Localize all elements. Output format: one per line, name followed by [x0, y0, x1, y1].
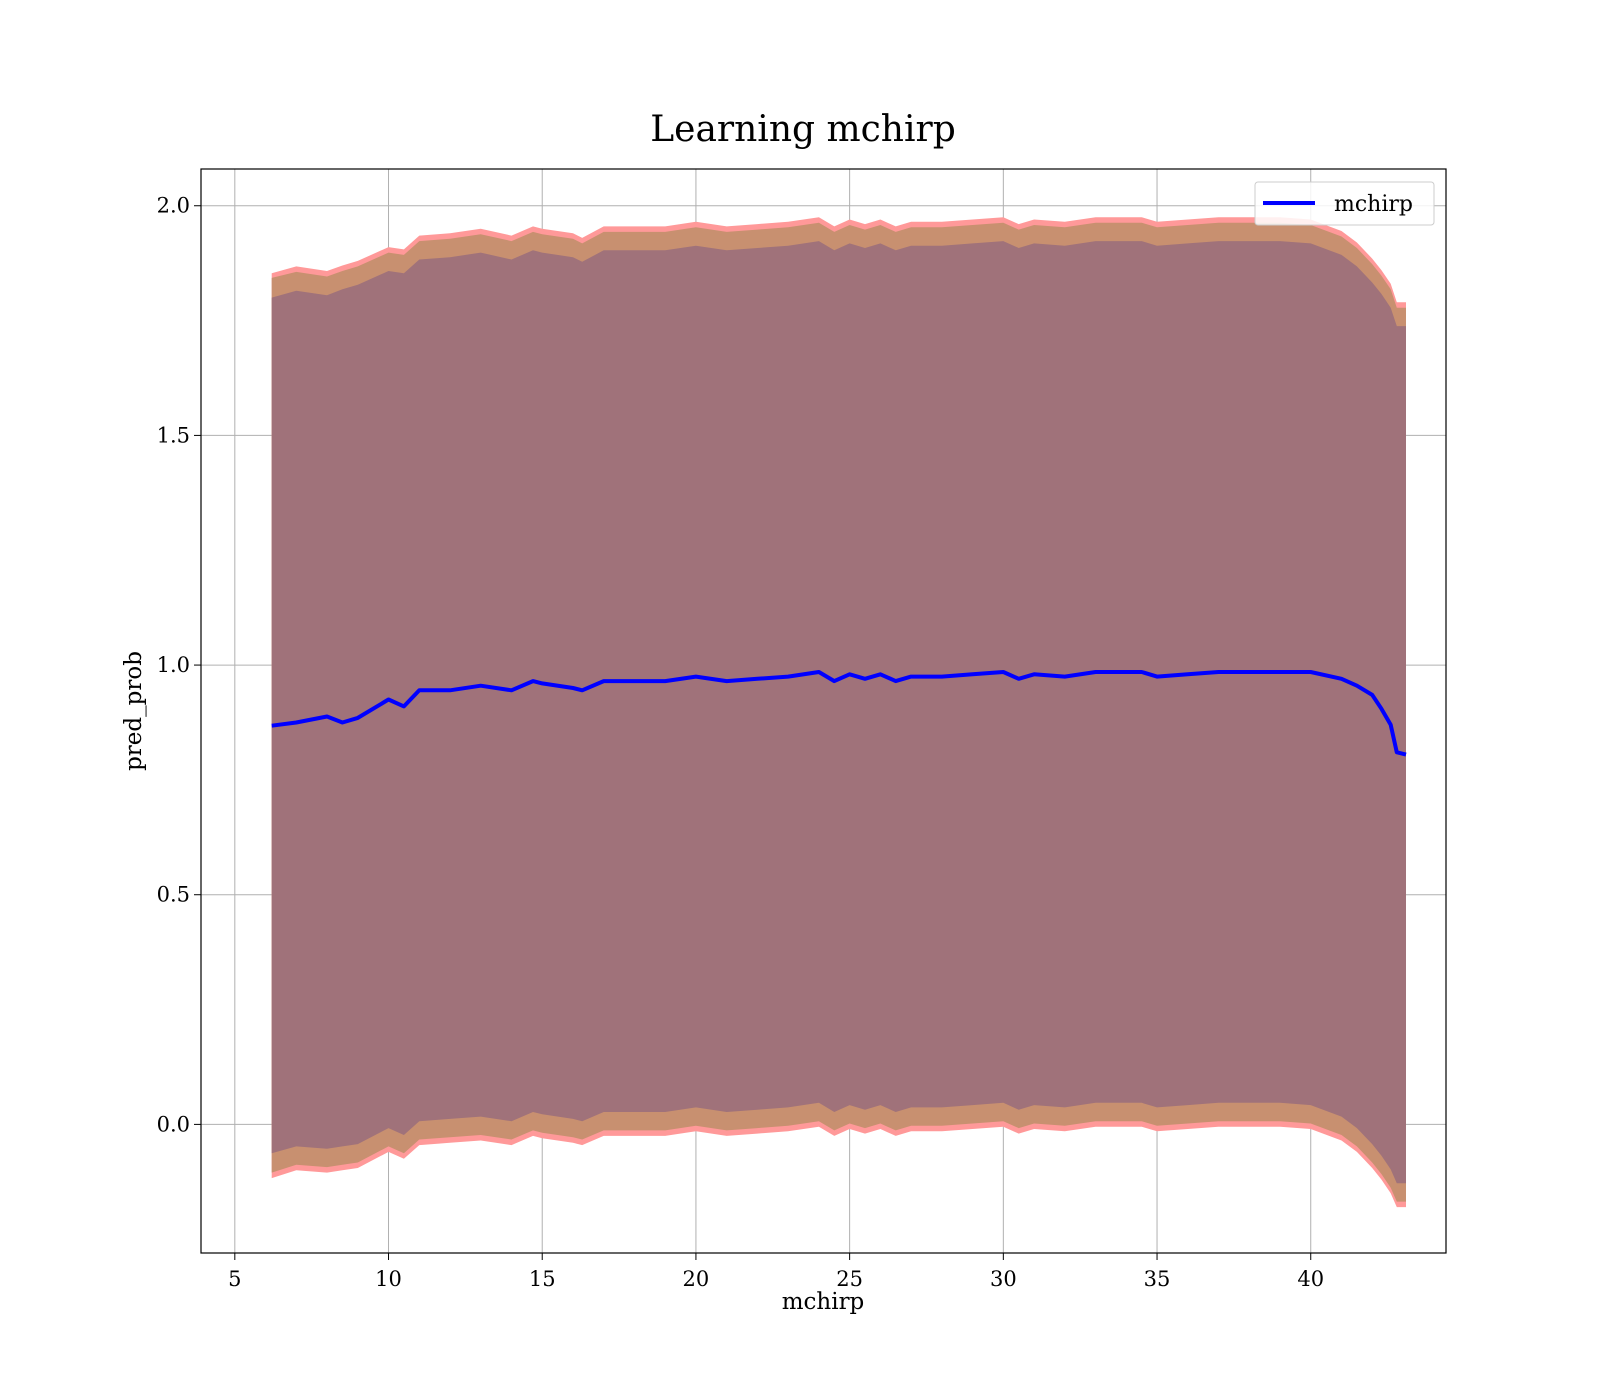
x-tick-label: 5 — [228, 1267, 241, 1291]
y-tick-label: 1.0 — [157, 653, 190, 677]
legend: mchirp — [1254, 181, 1435, 226]
x-axis-label: mchirp — [782, 1289, 865, 1315]
legend-label-mchirp: mchirp — [1334, 192, 1413, 217]
y-tick-label: 0.5 — [157, 883, 190, 907]
y-tick-label: 1.5 — [157, 423, 190, 447]
x-tick-label: 15 — [529, 1267, 556, 1291]
x-axis-ticks: 5 10 15 20 25 30 35 40 — [228, 1253, 1324, 1291]
x-tick-label: 10 — [375, 1267, 402, 1291]
band-inner-area — [271, 241, 1407, 1184]
y-axis-label: pred_prob — [121, 651, 147, 771]
x-tick-label: 20 — [683, 1267, 710, 1291]
legend-box — [1254, 181, 1435, 226]
series-lines — [271, 670, 1407, 757]
y-axis-ticks: 0.0 0.5 1.0 1.5 2.0 — [157, 194, 201, 1136]
confidence-bands — [271, 217, 1407, 1208]
chart-title: Learning mchirp — [650, 109, 956, 150]
plot-frame — [200, 168, 1447, 1254]
x-tick-label: 35 — [1144, 1267, 1171, 1291]
y-tick-label: 2.0 — [157, 194, 190, 218]
y-tick-label: 0.0 — [157, 1112, 190, 1136]
x-tick-label: 40 — [1297, 1267, 1324, 1291]
x-tick-label: 25 — [836, 1267, 863, 1291]
series-line-mchirp — [271, 670, 1407, 757]
x-tick-label: 30 — [990, 1267, 1017, 1291]
